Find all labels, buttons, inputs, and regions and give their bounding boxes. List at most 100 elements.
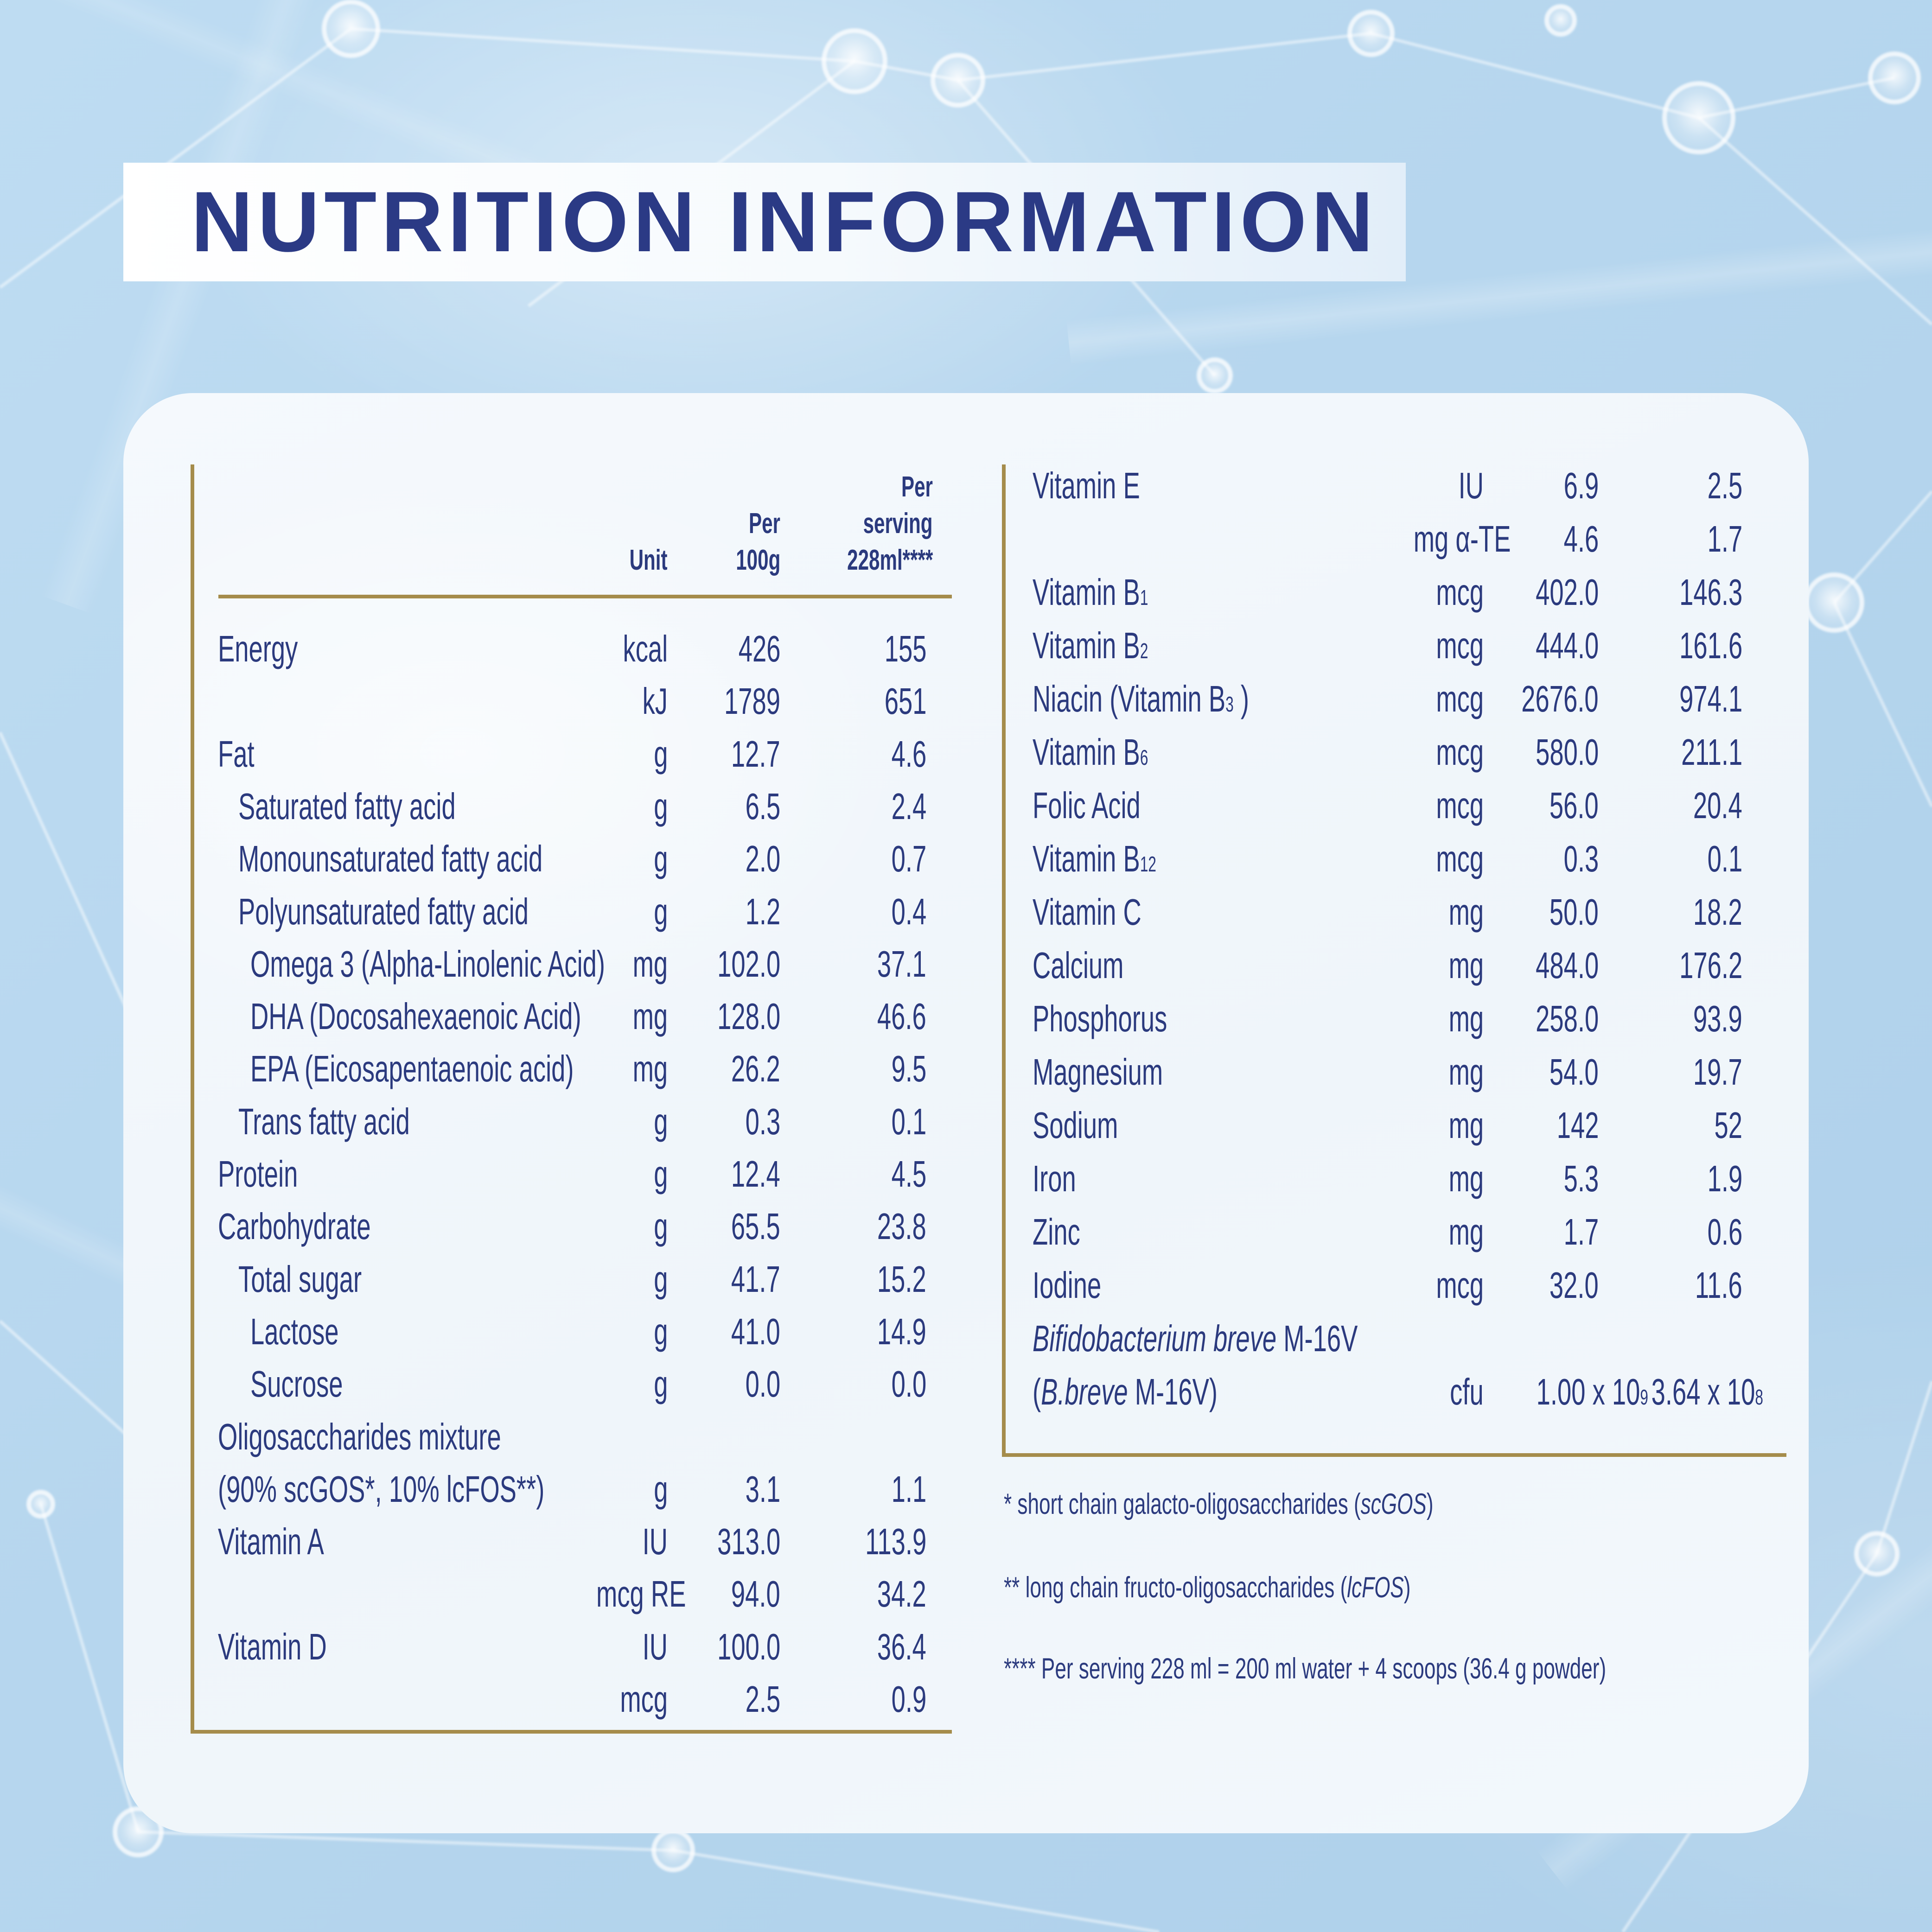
per-serving-cell: 176.2 [1679, 945, 1742, 986]
per-serving-cell: 0.0 [891, 1363, 926, 1405]
unit-cell: IU [642, 1521, 668, 1563]
left-table-bottom-rule [191, 1730, 952, 1734]
per-100g-cell: 3.1 [745, 1468, 780, 1510]
unit-cell: mg [632, 1048, 668, 1090]
table-row: Vitamin B1 mcg 402.0 146.3 [1033, 566, 1742, 619]
unit-cell: mcg RE [596, 1573, 686, 1615]
page-title: NUTRITION INFORMATION [191, 174, 1378, 270]
per-serving-cell: 1.1 [891, 1468, 926, 1510]
network-nodes [26, 0, 1921, 1872]
per-100g-cell: 5.3 [1563, 1158, 1599, 1199]
per-100g-cell: 444.0 [1535, 625, 1599, 666]
per-100g-cell: 1789 [724, 680, 780, 722]
table-row: Calcium mg 484.0 176.2 [1033, 939, 1742, 992]
unit-cell: mg [1448, 1051, 1484, 1093]
unit-cell: IU [1458, 465, 1484, 506]
table-row: mcg 2.5 0.9 [218, 1673, 926, 1726]
unit-cell: g [653, 1363, 668, 1405]
unit-cell: mg [1448, 945, 1484, 986]
unit-cell: g [653, 1310, 668, 1352]
per-100g-cell: 41.0 [731, 1310, 780, 1352]
table-row: Energy kcal 426 155 [218, 623, 926, 675]
per-100g-cell: 1.00 x 109 [1536, 1371, 1648, 1412]
per-100g-cell: 100.0 [717, 1626, 780, 1667]
per-serving-cell: 2.4 [891, 785, 926, 827]
table-row: Vitamin C mg 50.0 18.2 [1033, 886, 1742, 939]
row-label: Iron [1033, 1158, 1076, 1199]
table-row: Sucrose g 0.0 0.0 [218, 1358, 926, 1411]
per-serving-cell: 36.4 [877, 1626, 926, 1667]
table-row: Zinc mg 1.7 0.6 [1033, 1206, 1742, 1258]
unit-cell: g [653, 890, 668, 932]
per-100g-cell: 258.0 [1535, 998, 1599, 1039]
row-label: Magnesium [1033, 1051, 1163, 1093]
per-serving-cell: 14.9 [877, 1310, 926, 1352]
per-serving-cell [1599, 1312, 1742, 1365]
row-label: Total sugar [238, 1258, 362, 1300]
table-row: Omega 3 (Alpha-Linolenic Acid) mg 102.0 37.… [218, 938, 926, 991]
per-100g-cell: 4.6 [1563, 518, 1599, 559]
unit-cell: g [653, 733, 668, 775]
per-100g-cell: 54.0 [1549, 1051, 1599, 1093]
row-label: Saturated fatty acid [238, 785, 456, 827]
unit-cell: cfu [1450, 1371, 1484, 1412]
per-serving-cell: 37.1 [877, 943, 926, 985]
per-serving-cell: 46.6 [877, 996, 926, 1037]
table-row: Phosphorus mg 258.0 93.9 [1033, 992, 1742, 1045]
per-100g-cell: 26.2 [731, 1048, 780, 1090]
per-100g-cell: 0.3 [1563, 838, 1599, 879]
table-row: (90% scGOS*, 10% lcFOS**) g 3.1 1.1 [218, 1463, 926, 1516]
table-row: Bifidobacterium breve M-16V [1033, 1312, 1742, 1365]
per-100g-cell: 41.7 [731, 1258, 780, 1300]
unit-cell: kJ [642, 680, 668, 722]
per-100g-cell: 2.0 [745, 838, 780, 880]
column-header-per-100g: Per 100g [735, 508, 780, 576]
per-100g-cell [1484, 1312, 1599, 1365]
per-serving-cell: 1.7 [1707, 518, 1742, 559]
footnote-serving: **** Per serving 228 ml = 200 ml water +… [1004, 1652, 1607, 1685]
per-100g-cell: 12.7 [731, 733, 780, 775]
unit-cell: mcg [1436, 1265, 1484, 1306]
per-serving-cell: 651 [884, 680, 926, 722]
table-row: Magnesium mg 54.0 19.7 [1033, 1046, 1742, 1099]
per-serving-cell: 1.9 [1707, 1158, 1742, 1199]
per-serving-cell: 211.1 [1681, 731, 1742, 773]
per-100g-cell: 94.0 [731, 1573, 780, 1615]
table-row: Vitamin A IU 313.0 113.9 [218, 1515, 926, 1568]
row-label [218, 1568, 554, 1621]
unit-cell: mg [632, 996, 668, 1037]
table-row: Polyunsaturated fatty acid g 1.2 0.4 [218, 885, 926, 938]
row-label: Sucrose [250, 1363, 343, 1405]
per-100g-cell: 32.0 [1549, 1265, 1599, 1306]
per-100g-cell [668, 1411, 780, 1463]
per-100g-cell: 1.2 [745, 890, 780, 932]
per-100g-cell: 484.0 [1535, 945, 1599, 986]
table-row: mg α-TE 4.6 1.7 [1033, 513, 1742, 566]
per-100g-cell: 142 [1556, 1105, 1599, 1146]
row-label: Carbohydrate [218, 1206, 371, 1247]
per-100g-cell: 2.5 [745, 1678, 780, 1720]
table-row: Trans fatty acid g 0.3 0.1 [218, 1095, 926, 1148]
row-label: EPA (Eicosapentaenoic acid) [250, 1048, 574, 1090]
row-label: (B.breve M-16V) [1033, 1371, 1218, 1412]
per-serving-cell: 161.6 [1679, 625, 1742, 666]
per-serving-cell: 18.2 [1693, 891, 1742, 933]
per-serving-cell: 0.1 [891, 1100, 926, 1142]
title-band: NUTRITION INFORMATION [123, 163, 1406, 281]
table-row: EPA (Eicosapentaenoic acid) mg 26.2 9.5 [218, 1042, 926, 1095]
unit-cell: g [653, 1206, 668, 1247]
per-serving-cell: 23.8 [877, 1206, 926, 1247]
unit-cell: mcg [1436, 731, 1484, 773]
per-100g-cell: 65.5 [731, 1206, 780, 1247]
per-serving-cell: 0.7 [891, 838, 926, 880]
per-serving-cell: 20.4 [1693, 785, 1742, 826]
table-row: Vitamin D IU 100.0 36.4 [218, 1621, 926, 1673]
unit-cell [1368, 1312, 1484, 1365]
row-label: Niacin (Vitamin B3 ) [1033, 678, 1250, 719]
table-row: Folic Acid mcg 56.0 20.4 [1033, 779, 1742, 832]
table-row: Carbohydrate g 65.5 23.8 [218, 1200, 926, 1253]
footnote-scgos: * short chain galacto-oligosaccharides (… [1004, 1488, 1434, 1520]
per-serving-cell: 3.64 x 108 [1651, 1371, 1763, 1412]
table-row: (B.breve M-16V) cfu 1.00 x 109 3.64 x 108 [1033, 1366, 1763, 1418]
